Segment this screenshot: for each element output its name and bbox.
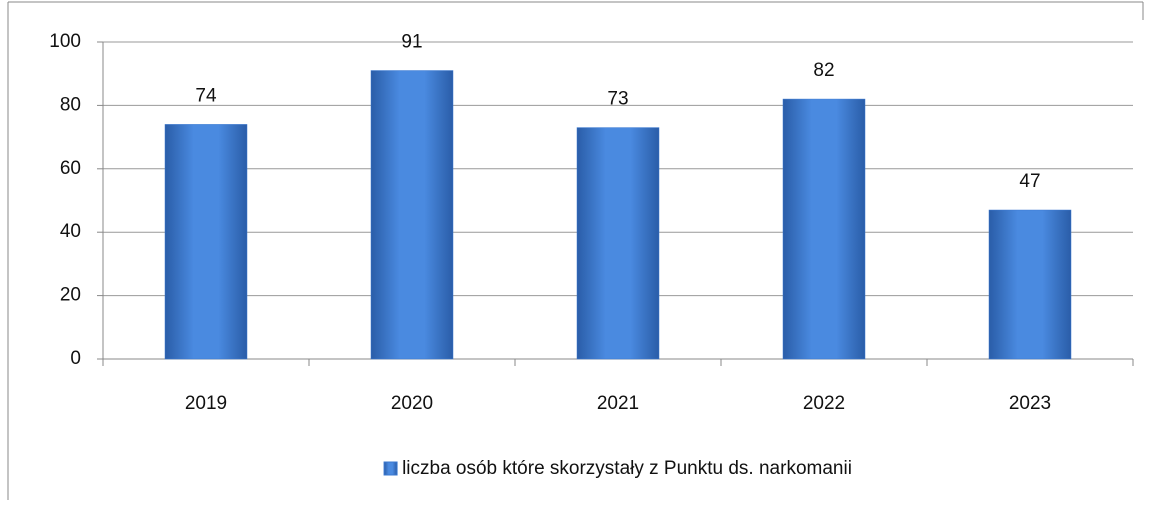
data-label: 82 xyxy=(813,60,834,81)
y-tick-label: 80 xyxy=(60,94,81,115)
y-tick-label: 0 xyxy=(70,348,81,369)
legend-swatch xyxy=(383,461,398,476)
data-label: 73 xyxy=(607,89,628,110)
data-label: 91 xyxy=(401,32,422,53)
bar xyxy=(164,124,248,360)
y-tick-label: 100 xyxy=(49,31,81,52)
legend-label: liczba osób które skorzystały z Punktu d… xyxy=(402,458,852,479)
bar xyxy=(988,209,1072,360)
x-tick-label: 2019 xyxy=(185,393,227,414)
x-tick-label: 2023 xyxy=(1009,393,1051,414)
x-tick-label: 2022 xyxy=(803,393,845,414)
y-tick-label: 40 xyxy=(60,221,81,242)
x-tick-label: 2021 xyxy=(597,393,639,414)
y-tick-label: 20 xyxy=(60,285,81,306)
data-label: 74 xyxy=(195,85,217,106)
bar xyxy=(782,98,866,360)
y-tick-label: 60 xyxy=(60,158,81,179)
bar xyxy=(370,70,454,360)
x-tick-label: 2020 xyxy=(391,393,433,414)
data-label: 47 xyxy=(1019,171,1040,192)
bar xyxy=(576,127,660,360)
